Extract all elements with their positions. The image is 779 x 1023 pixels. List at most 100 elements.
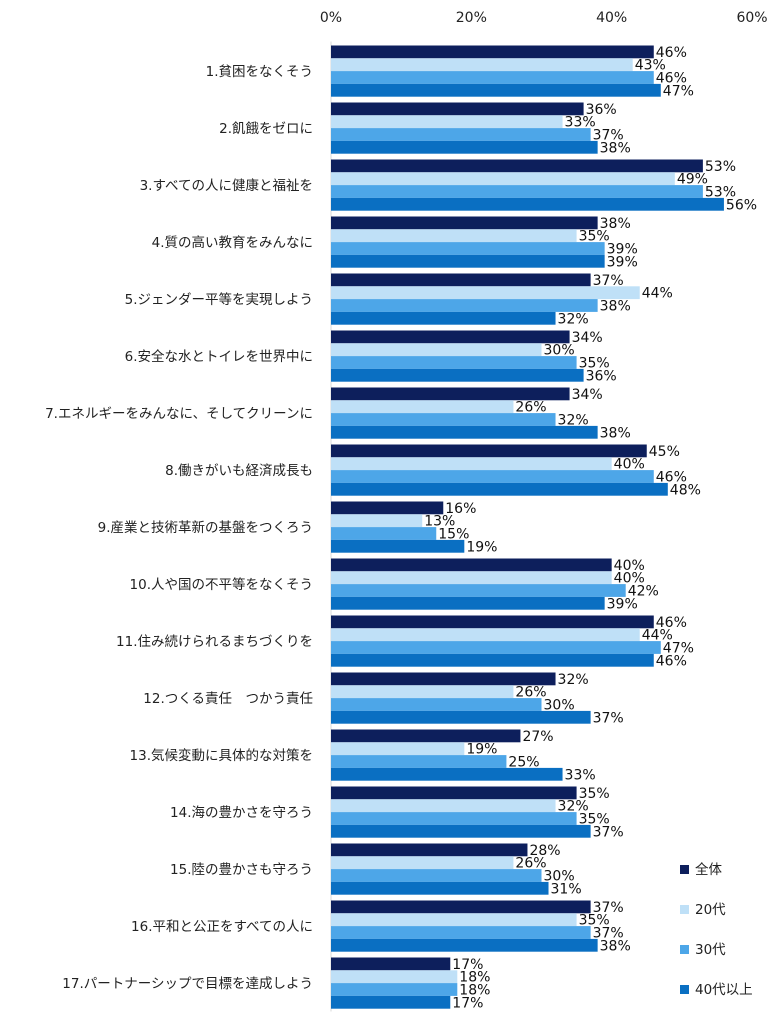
value-label: 44%: [642, 628, 673, 644]
bar: [331, 482, 668, 496]
bar: [331, 615, 654, 629]
bar: [331, 128, 591, 141]
value-label: 46%: [656, 45, 687, 61]
category-labels: 1.貧困をなくそう 2.飢餓をゼロに 3.すべての人に健康と福祉を 4.質の高い教育を…: [45, 64, 313, 992]
legend-label: 20代: [695, 902, 726, 918]
value-label: 17%: [452, 957, 483, 973]
bar: [331, 299, 598, 312]
value-label: 37%: [593, 900, 624, 916]
value-label: 17%: [452, 995, 483, 1011]
bar: [331, 286, 640, 300]
bar: [331, 843, 528, 857]
value-label: 45%: [649, 444, 680, 460]
x-axis-ticks: 0% 20% 40% 60%: [320, 10, 768, 26]
bar: [331, 425, 598, 439]
value-label: 46%: [656, 71, 687, 87]
value-label: 15%: [438, 527, 469, 543]
value-label: 39%: [607, 242, 638, 258]
bar: [331, 343, 542, 357]
value-label: 18%: [459, 970, 490, 986]
value-label: 34%: [572, 387, 603, 403]
value-label: 34%: [572, 330, 603, 346]
bar: [331, 856, 514, 870]
value-label: 37%: [593, 273, 624, 289]
value-label: 47%: [663, 83, 694, 99]
bar: [331, 824, 591, 838]
value-label: 32%: [558, 311, 589, 327]
value-label: 35%: [579, 229, 610, 245]
value-label: 46%: [656, 615, 687, 631]
bar-groups: [331, 45, 724, 1009]
bar: [331, 102, 584, 116]
value-label: 19%: [466, 742, 497, 758]
bar: [331, 698, 542, 711]
bar: [331, 387, 570, 401]
value-label: 16%: [445, 501, 476, 517]
bar: [331, 273, 591, 287]
bar: [331, 159, 703, 173]
legend-swatch: [680, 985, 689, 994]
bar: [331, 755, 507, 768]
value-labels: 46%43%46%47%36%33%37%38%53%49%53%56%38%3…: [424, 45, 757, 1011]
bar: [331, 596, 605, 610]
bar: [331, 330, 570, 344]
value-label: 44%: [642, 286, 673, 302]
bar: [331, 812, 577, 825]
value-label: 35%: [579, 786, 610, 802]
value-label: 40%: [614, 558, 645, 574]
bar: [331, 501, 444, 515]
value-label: 36%: [586, 102, 617, 118]
value-label: 30%: [544, 869, 575, 885]
category-label: 9.産業と技術革新の基盤をつくろう: [98, 519, 313, 536]
bar: [331, 45, 654, 59]
value-label: 38%: [600, 299, 631, 315]
category-label: 17.パートナーシップで目標を達成しよう: [62, 976, 313, 992]
category-label: 13.気候変動に具体的な対策を: [130, 747, 313, 764]
bar: [331, 71, 654, 84]
bar: [331, 58, 633, 72]
value-label: 40%: [614, 571, 645, 587]
value-label: 32%: [558, 413, 589, 429]
bar: [331, 444, 647, 458]
value-label: 40%: [614, 457, 645, 473]
bar: [331, 786, 577, 800]
bar: [331, 185, 703, 198]
value-label: 27%: [522, 729, 553, 745]
value-label: 39%: [607, 254, 638, 270]
bar: [331, 926, 591, 939]
value-label: 49%: [677, 172, 708, 188]
value-label: 53%: [705, 185, 736, 201]
value-label: 18%: [459, 983, 490, 999]
category-label: 12.つくる責任 つかう責任: [143, 691, 313, 707]
value-label: 26%: [515, 856, 546, 872]
value-label: 37%: [593, 926, 624, 942]
bar: [331, 197, 724, 211]
bar: [331, 413, 556, 426]
bar: [331, 470, 654, 483]
value-label: 30%: [544, 698, 575, 714]
bar: [331, 729, 521, 743]
category-label: 16.平和と公正をすべての人に: [131, 919, 313, 935]
bar: [331, 514, 423, 528]
value-label: 33%: [565, 767, 596, 783]
x-tick-label: 0%: [320, 10, 342, 26]
bar: [331, 628, 640, 642]
value-label: 43%: [635, 58, 666, 74]
category-label: 7.エネルギーをみんなに、そしてクリーンに: [45, 406, 313, 422]
value-label: 26%: [515, 400, 546, 416]
value-label: 38%: [600, 425, 631, 441]
value-label: 26%: [515, 685, 546, 701]
category-label: 5.ジェンダー平等を実現しよう: [125, 291, 313, 308]
x-tick-label: 60%: [736, 10, 767, 26]
bar: [331, 558, 612, 572]
bar: [331, 400, 514, 414]
bar: [331, 983, 458, 996]
value-label: 25%: [508, 755, 539, 771]
legend-label: 30代: [695, 942, 726, 958]
value-label: 38%: [600, 216, 631, 232]
bar: [331, 571, 612, 585]
bar: [331, 900, 591, 914]
value-label: 36%: [586, 368, 617, 384]
bar: [331, 995, 451, 1009]
value-label: 28%: [529, 843, 560, 859]
